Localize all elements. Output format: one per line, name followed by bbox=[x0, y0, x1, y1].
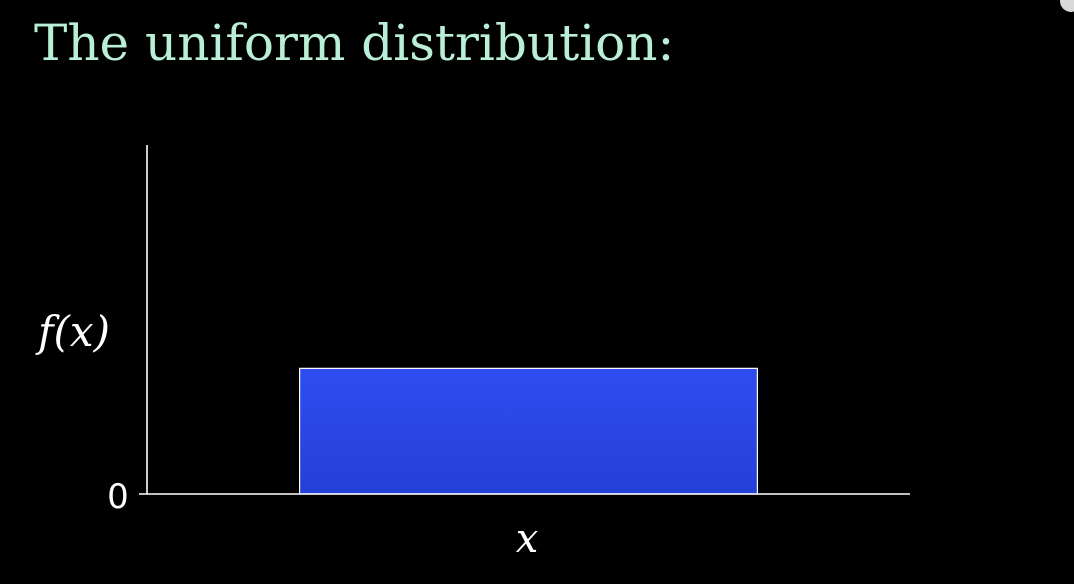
uniform-density-bar bbox=[299, 367, 758, 495]
y-tick-label-zero: 0 bbox=[107, 477, 129, 517]
bars-layer bbox=[299, 367, 758, 495]
x-axis-label: x bbox=[516, 516, 539, 562]
y-axis-label: f(x) bbox=[35, 307, 110, 356]
corner-indicator bbox=[1060, 0, 1074, 12]
page-title: The uniform distribution: bbox=[34, 14, 675, 72]
